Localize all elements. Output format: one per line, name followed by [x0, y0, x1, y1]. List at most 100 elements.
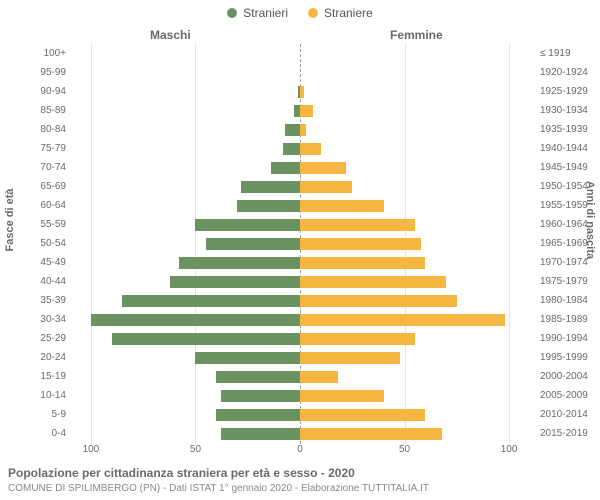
x-tick-label: 50: [399, 444, 410, 455]
bar-female: [300, 371, 338, 383]
y-left-labels: 100+ 95-99 90-94 85-89 80-84 75-79 70-74 65-69 6…: [0, 44, 66, 444]
bar-male: [283, 143, 300, 155]
bar-row: [70, 218, 530, 232]
age-label: 60-64: [0, 201, 66, 211]
bar-row: [70, 66, 530, 80]
birth-year-label: 1920-1924: [540, 68, 600, 78]
chart-subcaption: COMUNE DI SPILIMBERGO (PN) - Dati ISTAT …: [8, 483, 429, 494]
age-label: 10-14: [0, 391, 66, 401]
bar-female: [300, 238, 421, 250]
age-label: 25-29: [0, 334, 66, 344]
population-pyramid-chart: Stranieri Straniere Maschi Femmine Fasce…: [0, 0, 600, 500]
bar-row: [70, 142, 530, 156]
bar-row: [70, 180, 530, 194]
bar-row: [70, 161, 530, 175]
birth-year-label: 1925-1929: [540, 87, 600, 97]
age-label: 40-44: [0, 277, 66, 287]
age-label: 65-69: [0, 182, 66, 192]
bar-female: [300, 390, 384, 402]
age-label: 85-89: [0, 106, 66, 116]
bar-male: [195, 219, 300, 231]
age-label: 80-84: [0, 125, 66, 135]
age-label: 70-74: [0, 163, 66, 173]
bars-container: [70, 44, 530, 444]
age-label: 90-94: [0, 87, 66, 97]
column-header-female: Femmine: [390, 28, 443, 42]
bar-female: [300, 200, 384, 212]
column-header-male: Maschi: [150, 28, 191, 42]
age-label: 15-19: [0, 372, 66, 382]
bar-male: [216, 409, 300, 421]
birth-year-label: 1980-1984: [540, 296, 600, 306]
bar-row: [70, 123, 530, 137]
bar-male: [206, 238, 300, 250]
bar-row: [70, 85, 530, 99]
birth-year-label: ≤ 1919: [540, 49, 600, 59]
bar-male: [221, 390, 300, 402]
bar-row: [70, 351, 530, 365]
age-label: 100+: [0, 49, 66, 59]
age-label: 45-49: [0, 258, 66, 268]
bar-male: [122, 295, 300, 307]
bar-female: [300, 409, 425, 421]
bar-female: [300, 143, 321, 155]
bar-male: [241, 181, 300, 193]
bar-row: [70, 370, 530, 384]
birth-year-label: 1975-1979: [540, 277, 600, 287]
age-label: 50-54: [0, 239, 66, 249]
bar-female: [300, 105, 313, 117]
bar-female: [300, 333, 415, 345]
bar-male: [216, 371, 300, 383]
birth-year-label: 1950-1954: [540, 182, 600, 192]
bar-row: [70, 256, 530, 270]
birth-year-label: 1935-1939: [540, 125, 600, 135]
x-tick-label: 100: [83, 444, 100, 455]
birth-year-label: 1995-1999: [540, 353, 600, 363]
x-tick-label: 50: [190, 444, 201, 455]
y-right-labels: ≤ 1919 1920-1924 1925-1929 1930-1934 1935-19…: [540, 44, 600, 444]
bar-row: [70, 294, 530, 308]
birth-year-label: 1990-1994: [540, 334, 600, 344]
bar-male: [170, 276, 300, 288]
bar-row: [70, 313, 530, 327]
age-label: 75-79: [0, 144, 66, 154]
legend-label-female: Straniere: [324, 6, 373, 20]
legend-item-female: Straniere: [308, 6, 373, 20]
bar-male: [112, 333, 300, 345]
bar-row: [70, 237, 530, 251]
bar-male: [221, 428, 300, 440]
x-tick-label: 0: [297, 444, 303, 455]
bar-female: [300, 352, 400, 364]
bar-female: [300, 276, 446, 288]
birth-year-label: 2015-2019: [540, 429, 600, 439]
legend-item-male: Stranieri: [227, 6, 288, 20]
legend-swatch-male: [227, 8, 237, 18]
bar-row: [70, 199, 530, 213]
age-label: 95-99: [0, 68, 66, 78]
bar-female: [300, 257, 425, 269]
bar-row: [70, 104, 530, 118]
birth-year-label: 1970-1974: [540, 258, 600, 268]
bar-row: [70, 408, 530, 422]
birth-year-label: 1945-1949: [540, 163, 600, 173]
bar-female: [300, 86, 304, 98]
bar-female: [300, 219, 415, 231]
bar-female: [300, 162, 346, 174]
chart-caption: Popolazione per cittadinanza straniera p…: [8, 466, 355, 480]
bar-male: [195, 352, 300, 364]
birth-year-label: 1985-1989: [540, 315, 600, 325]
bar-male: [91, 314, 300, 326]
bar-male: [179, 257, 300, 269]
bar-female: [300, 428, 442, 440]
age-label: 30-34: [0, 315, 66, 325]
bar-row: [70, 427, 530, 441]
birth-year-label: 1940-1944: [540, 144, 600, 154]
bar-female: [300, 314, 505, 326]
legend: Stranieri Straniere: [0, 0, 600, 20]
birth-year-label: 2005-2009: [540, 391, 600, 401]
legend-label-male: Stranieri: [243, 6, 288, 20]
birth-year-label: 2000-2004: [540, 372, 600, 382]
birth-year-label: 1930-1934: [540, 106, 600, 116]
age-label: 35-39: [0, 296, 66, 306]
birth-year-label: 2010-2014: [540, 410, 600, 420]
